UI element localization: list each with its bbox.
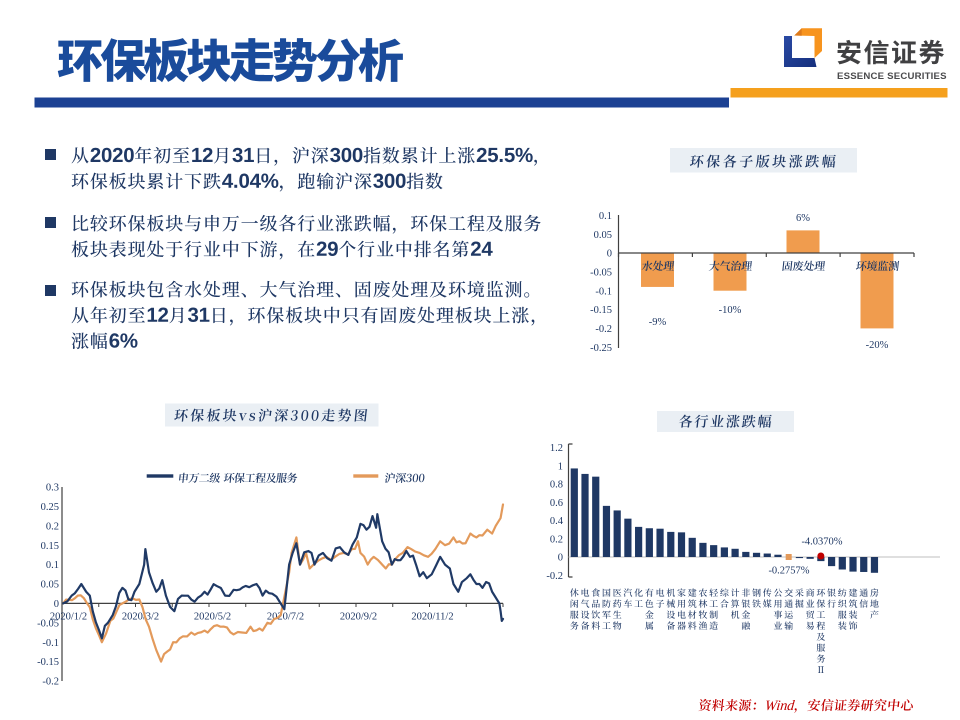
svg-text:2020/7/2: 2020/7/2 bbox=[267, 612, 304, 623]
svg-text:-20%: -20% bbox=[866, 340, 889, 351]
svg-text:6%: 6% bbox=[796, 213, 810, 224]
svg-text:0.1: 0.1 bbox=[46, 560, 59, 571]
svg-text:-0.15: -0.15 bbox=[37, 657, 59, 668]
svg-text:-0.2: -0.2 bbox=[42, 677, 59, 688]
svg-text:2020/9/2: 2020/9/2 bbox=[340, 612, 377, 623]
svg-text:0.3: 0.3 bbox=[46, 483, 59, 494]
svg-text:0: 0 bbox=[54, 599, 59, 610]
svg-text:-0.05: -0.05 bbox=[590, 267, 612, 278]
svg-text:0.05: 0.05 bbox=[594, 230, 612, 241]
svg-text:1: 1 bbox=[558, 461, 563, 472]
svg-text:-0.1: -0.1 bbox=[595, 286, 612, 297]
svg-text:-4.0370%: -4.0370% bbox=[801, 537, 842, 548]
svg-text:-0.1: -0.1 bbox=[42, 638, 59, 649]
svg-text:-0.05: -0.05 bbox=[37, 618, 59, 629]
svg-text:-0.2: -0.2 bbox=[546, 571, 563, 582]
svg-text:-10%: -10% bbox=[719, 305, 742, 316]
svg-text:-0.2757%: -0.2757% bbox=[768, 566, 809, 577]
svg-text:0.05: 0.05 bbox=[41, 580, 59, 591]
svg-text:0.15: 0.15 bbox=[41, 541, 59, 552]
svg-text:-9%: -9% bbox=[649, 317, 667, 328]
svg-text:0: 0 bbox=[558, 553, 563, 564]
svg-text:0.1: 0.1 bbox=[599, 211, 612, 222]
svg-text:0.2: 0.2 bbox=[46, 521, 59, 532]
svg-text:-0.2: -0.2 bbox=[595, 324, 612, 335]
svg-text:0.25: 0.25 bbox=[41, 502, 59, 513]
svg-text:2020/11/2: 2020/11/2 bbox=[411, 612, 453, 623]
svg-text:2020/5/2: 2020/5/2 bbox=[194, 612, 231, 623]
svg-text:2020/3/2: 2020/3/2 bbox=[122, 612, 159, 623]
svg-text:0.8: 0.8 bbox=[550, 480, 563, 491]
svg-text:ESSENCE SECURITIES: ESSENCE SECURITIES bbox=[837, 71, 947, 82]
svg-text:0: 0 bbox=[607, 249, 612, 260]
svg-text:1.2: 1.2 bbox=[550, 443, 563, 454]
svg-text:-0.25: -0.25 bbox=[590, 343, 612, 354]
svg-text:0.2: 0.2 bbox=[550, 534, 563, 545]
svg-text:0.6: 0.6 bbox=[550, 498, 563, 509]
svg-text:2020/1/2: 2020/1/2 bbox=[50, 612, 87, 623]
svg-text:0.4: 0.4 bbox=[550, 516, 564, 527]
svg-text:-0.15: -0.15 bbox=[590, 305, 612, 316]
